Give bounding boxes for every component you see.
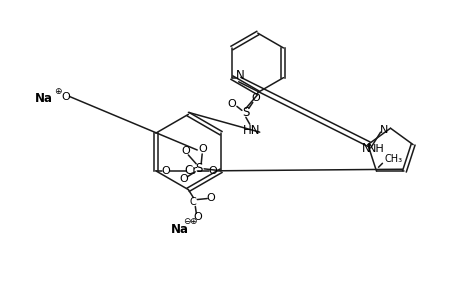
- Text: N: N: [362, 142, 370, 154]
- Text: NH: NH: [367, 144, 383, 154]
- Text: O: O: [208, 166, 217, 176]
- Text: N: N: [235, 69, 244, 82]
- Text: O: O: [61, 92, 70, 101]
- Text: ⊕: ⊕: [189, 217, 196, 226]
- Text: CH₃: CH₃: [384, 154, 402, 164]
- Text: O: O: [207, 193, 215, 202]
- Text: C: C: [190, 196, 196, 206]
- Text: HN: HN: [242, 124, 260, 137]
- Text: O: O: [161, 166, 170, 176]
- Text: O: O: [180, 146, 189, 156]
- Text: N: N: [380, 125, 388, 135]
- Text: ⊖: ⊖: [183, 217, 191, 226]
- Text: Na: Na: [35, 92, 53, 105]
- Text: Na: Na: [170, 223, 188, 236]
- Text: O: O: [251, 94, 260, 103]
- Text: ⊕: ⊕: [54, 87, 61, 96]
- Text: O: O: [198, 144, 207, 154]
- Text: O: O: [192, 212, 201, 222]
- Text: O: O: [227, 99, 236, 110]
- Text: S: S: [195, 162, 202, 175]
- Text: Cr: Cr: [185, 164, 198, 177]
- Text: S: S: [241, 106, 249, 119]
- Text: O: O: [179, 174, 187, 184]
